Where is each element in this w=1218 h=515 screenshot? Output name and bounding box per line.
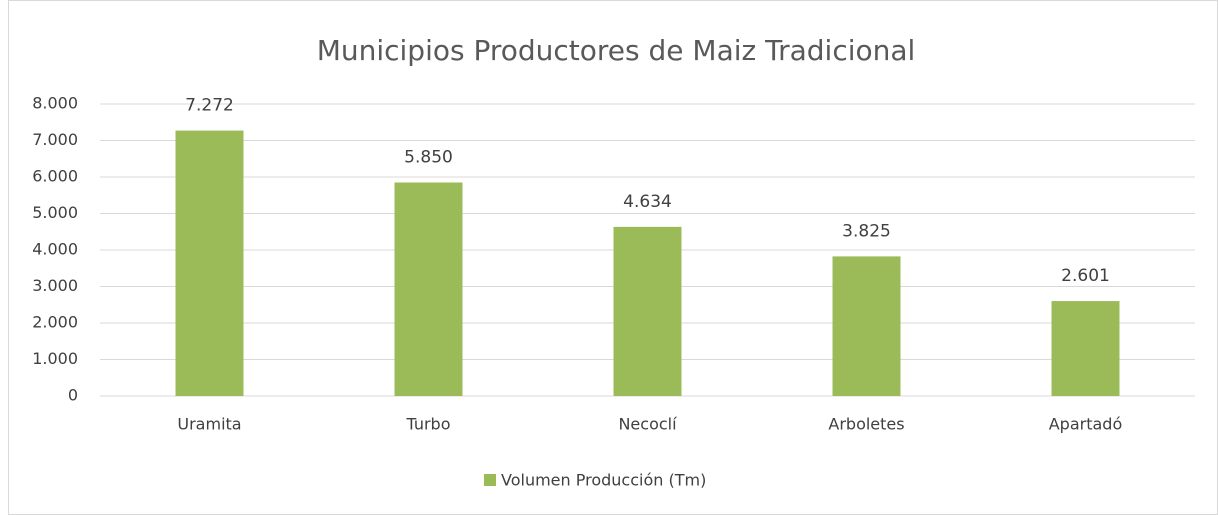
data-label: 7.272 xyxy=(185,96,234,116)
x-tick-label: Uramita xyxy=(177,415,241,434)
y-tick-label: 3.000 xyxy=(32,276,78,295)
chart-title: Municipios Productores de Maiz Tradicion… xyxy=(317,34,916,67)
x-tick-label: Turbo xyxy=(405,415,450,434)
data-label: 3.825 xyxy=(842,221,891,241)
x-tick-label: Apartadó xyxy=(1049,415,1123,434)
legend-label: Volumen Producción (Tm) xyxy=(501,471,706,490)
bar xyxy=(832,256,901,396)
y-tick-label: 2.000 xyxy=(32,313,78,332)
y-tick-label: 0 xyxy=(68,386,78,405)
y-tick-label: 1.000 xyxy=(32,349,78,368)
data-label: 2.601 xyxy=(1061,266,1110,286)
y-tick-label: 8.000 xyxy=(32,94,78,113)
legend-swatch xyxy=(484,474,496,486)
x-tick-label: Arboletes xyxy=(828,415,904,434)
bar xyxy=(394,182,463,396)
y-tick-label: 6.000 xyxy=(32,167,78,186)
x-tick-label: Necoclí xyxy=(618,415,677,434)
y-tick-label: 4.000 xyxy=(32,240,78,259)
bar xyxy=(1051,301,1120,396)
data-label: 4.634 xyxy=(623,192,672,212)
bar xyxy=(175,130,244,396)
data-label: 5.850 xyxy=(404,147,453,167)
y-tick-label: 7.000 xyxy=(32,130,78,149)
bar xyxy=(613,226,682,396)
y-tick-label: 5.000 xyxy=(32,203,78,222)
